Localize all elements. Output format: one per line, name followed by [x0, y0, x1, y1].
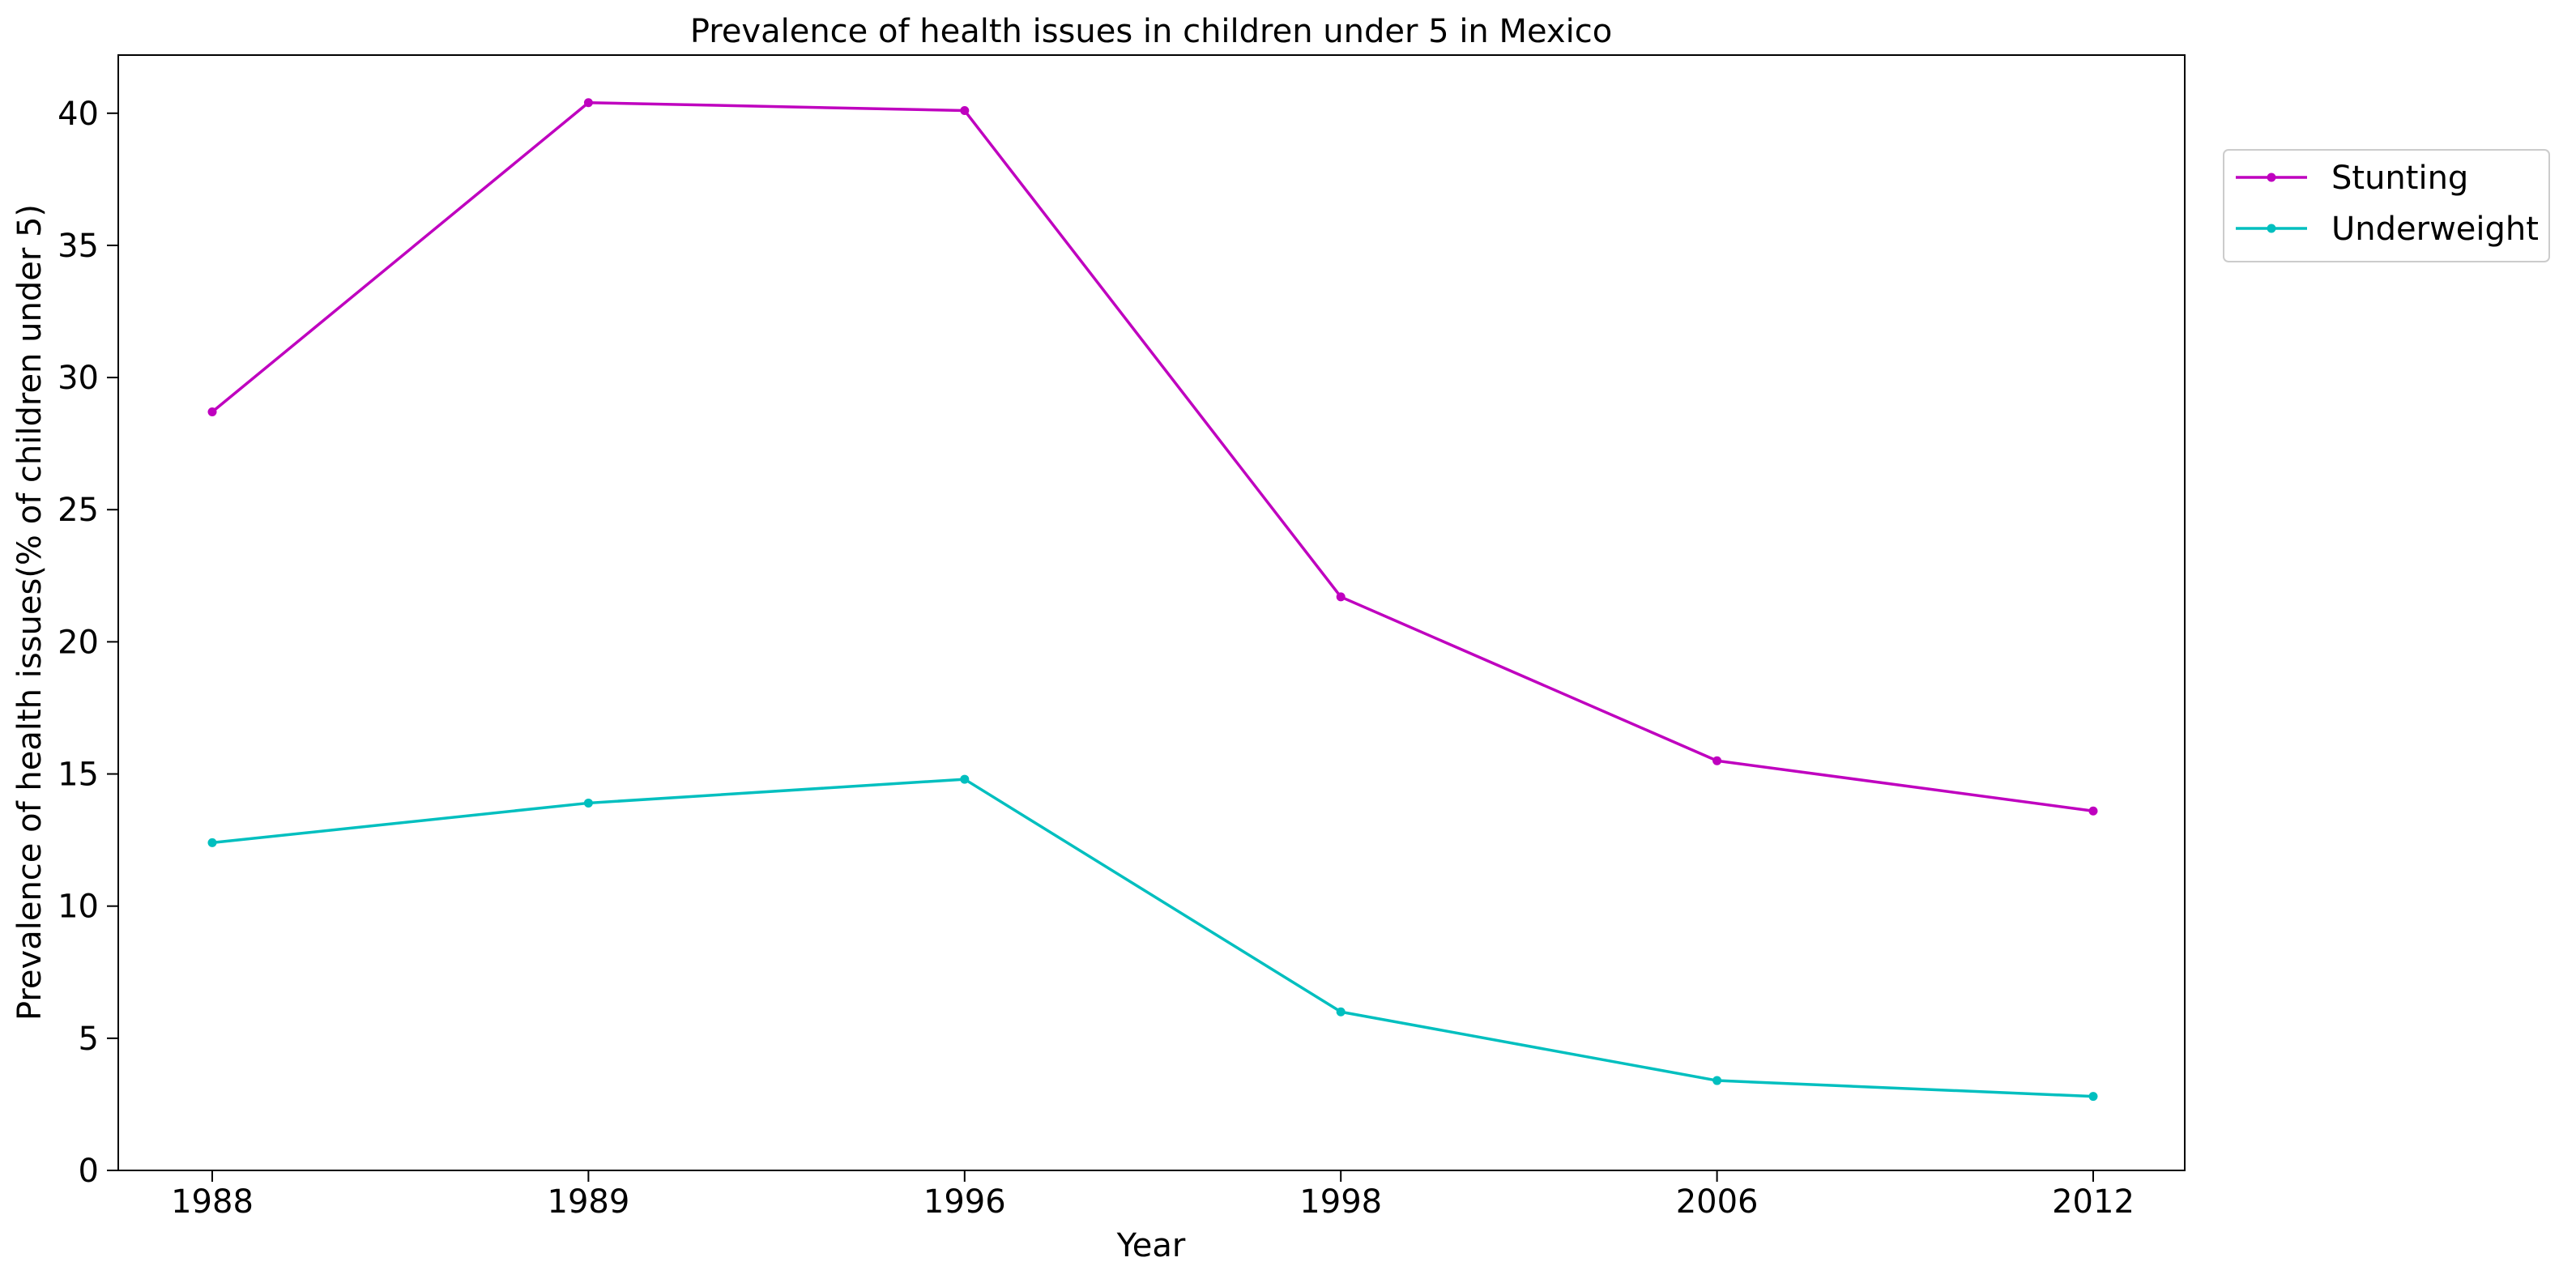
data-point-underweight [1336, 1007, 1346, 1017]
series-stunting [207, 98, 2098, 816]
data-point-underweight [960, 774, 970, 784]
y-tick-label: 15 [58, 757, 99, 794]
series-layer [207, 98, 2098, 1102]
y-axis-label: Prevalence of health issues(% of childre… [11, 204, 49, 1021]
y-axis: 0 5 10 15 20 25 30 35 40 [58, 96, 118, 1190]
y-tick-label: 5 [79, 1021, 99, 1058]
data-point-stunting [583, 98, 593, 108]
x-tick-label: 1996 [923, 1183, 1006, 1221]
x-tick-label: 2006 [1676, 1183, 1759, 1221]
legend-marker-underweight [2267, 224, 2276, 233]
x-axis: 1988 1989 1996 1998 2006 2012 [171, 1170, 2135, 1221]
data-point-underweight [207, 838, 217, 847]
y-tick-label: 35 [58, 228, 99, 265]
legend: Stunting Underweight [2223, 149, 2550, 262]
y-tick-label: 10 [58, 889, 99, 926]
x-axis-label: Year [1116, 1227, 1186, 1264]
legend-marker-stunting [2267, 173, 2276, 182]
x-tick-label: 1988 [171, 1183, 254, 1221]
x-tick-label: 1989 [548, 1183, 630, 1221]
data-point-stunting [960, 106, 970, 116]
series-underweight [207, 774, 2098, 1102]
y-tick-label: 0 [79, 1153, 99, 1190]
legend-label-underweight: Underweight [2331, 211, 2539, 248]
x-tick-label: 2012 [2052, 1183, 2135, 1221]
x-tick-label: 1998 [1299, 1183, 1382, 1221]
legend-item-stunting: Stunting [2236, 160, 2468, 197]
y-tick-label: 40 [58, 96, 99, 133]
y-tick-label: 20 [58, 624, 99, 661]
y-tick-label: 25 [58, 492, 99, 529]
data-point-stunting [1336, 592, 1346, 602]
y-tick-label: 30 [58, 360, 99, 397]
data-point-stunting [207, 407, 217, 417]
plot-area [117, 54, 2186, 1171]
chart-title: Prevalence of health issues in children … [690, 13, 1612, 50]
series-line-stunting [211, 100, 2094, 812]
data-point-stunting [2088, 806, 2098, 816]
data-point-underweight [2088, 1092, 2098, 1102]
legend-item-underweight: Underweight [2236, 211, 2539, 248]
series-line-underweight [211, 778, 2094, 1098]
data-point-stunting [1712, 756, 1722, 765]
data-point-underweight [1712, 1076, 1722, 1085]
data-point-underweight [583, 798, 593, 808]
legend-label-stunting: Stunting [2331, 160, 2468, 197]
